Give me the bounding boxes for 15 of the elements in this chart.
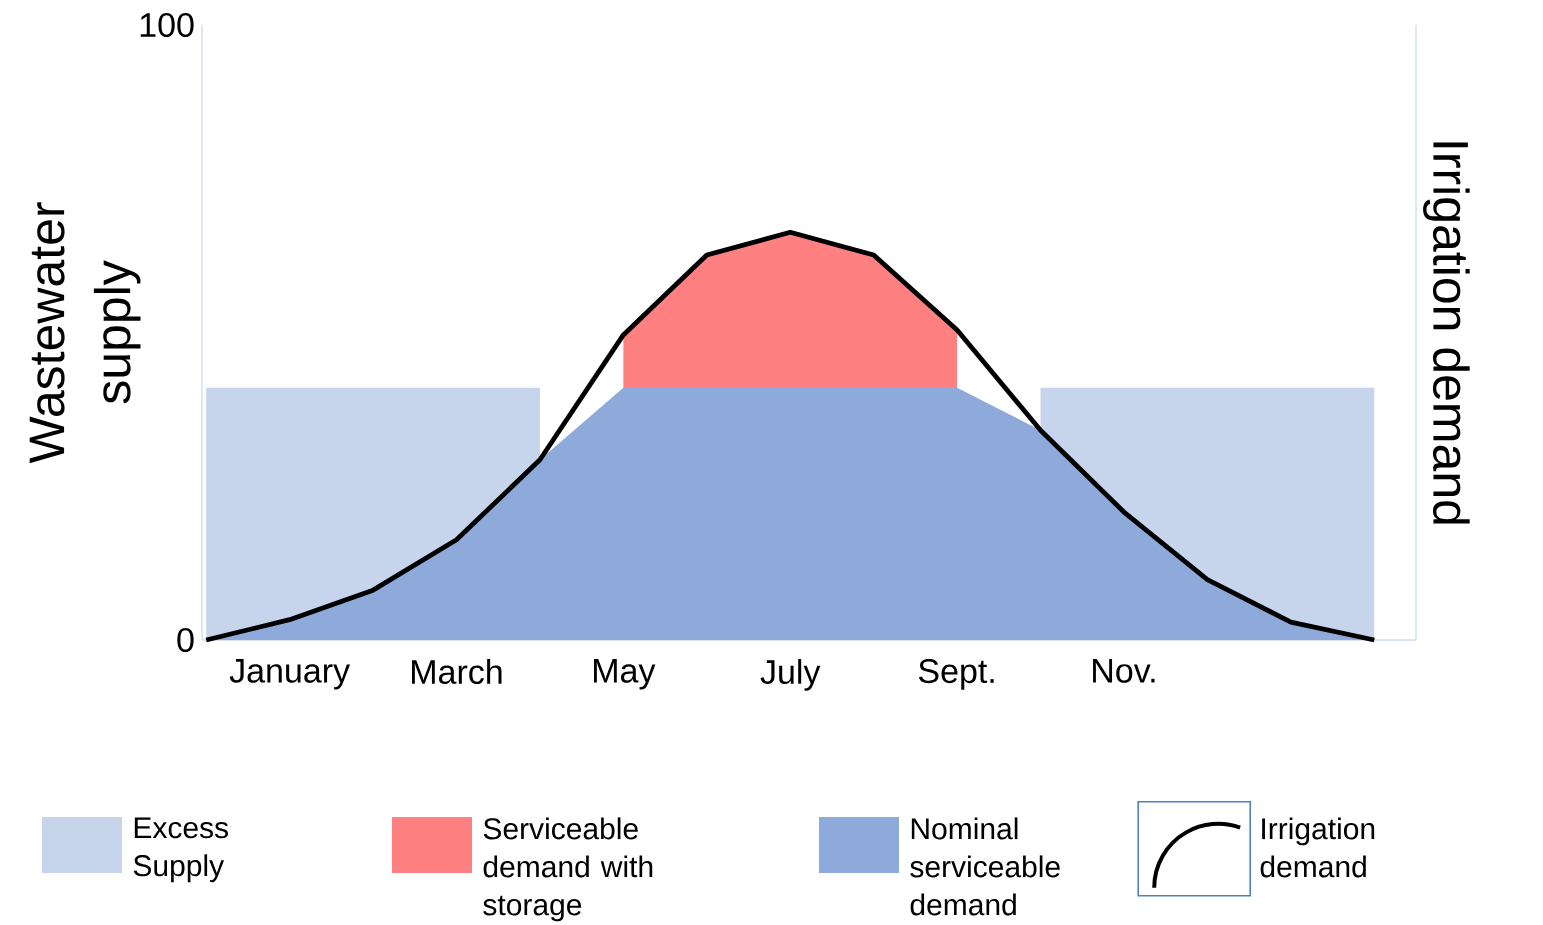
y2-axis-title: Irrigation demand bbox=[1423, 142, 1470, 524]
x-tick-label: July bbox=[760, 659, 821, 691]
legend-label: Irrigation demand bbox=[1260, 817, 1375, 878]
y-tick-label: 0 bbox=[177, 627, 194, 653]
legend-label: Serviceable demand with storage bbox=[483, 817, 653, 922]
x-tick-label: Nov. bbox=[1093, 659, 1155, 683]
x-tick-label: January bbox=[229, 659, 351, 690]
y-tick-label: 100 bbox=[140, 12, 194, 38]
legend-label: Nominal serviceable demand bbox=[910, 817, 1060, 916]
legend-label: Excess Supply bbox=[133, 817, 228, 883]
x-tick-label: May bbox=[594, 659, 656, 690]
line-series bbox=[203, 229, 1377, 643]
x-tick-label: March bbox=[412, 659, 502, 685]
y-axis-title: Wastewater supply bbox=[29, 202, 141, 464]
x-tick-label: Sept. bbox=[918, 659, 994, 690]
